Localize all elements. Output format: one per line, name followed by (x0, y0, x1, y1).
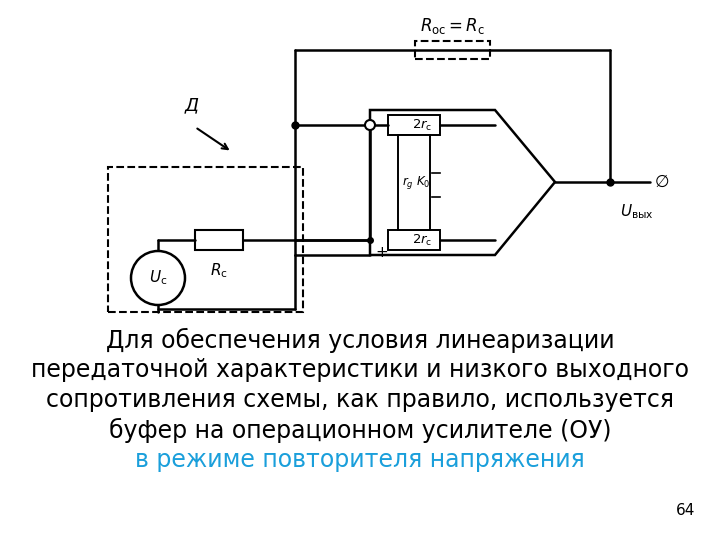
Text: +: + (375, 245, 388, 260)
Text: передаточной характеристики и низкого выходного: передаточной характеристики и низкого вы… (31, 358, 689, 382)
Text: $R_{\mathrm{oc}}=R_{\mathrm{c}}$: $R_{\mathrm{oc}}=R_{\mathrm{c}}$ (420, 16, 485, 36)
Bar (388, 230, 440, 250)
Text: Для обеспечения условия линеаризации: Для обеспечения условия линеаризации (106, 328, 614, 353)
Text: $r_g\ K_0$: $r_g\ K_0$ (402, 174, 431, 191)
Text: Д: Д (185, 96, 199, 114)
Text: 64: 64 (675, 503, 695, 518)
Text: $U_{\mathrm{c}}$: $U_{\mathrm{c}}$ (149, 268, 167, 287)
Text: сопротивления схемы, как правило, используется: сопротивления схемы, как правило, исполь… (46, 388, 674, 412)
Text: $U_{\mathrm{вых}}$: $U_{\mathrm{вых}}$ (620, 202, 654, 221)
Bar (388, 115, 440, 135)
Bar (398, 135, 430, 230)
Circle shape (131, 251, 185, 305)
Bar (195, 230, 243, 250)
Text: буфер на операционном усилителе (ОУ): буфер на операционном усилителе (ОУ) (109, 418, 611, 443)
Text: $R_{\mathrm{c}}$: $R_{\mathrm{c}}$ (210, 261, 228, 280)
Bar (415, 41, 490, 59)
Text: в режиме повторителя напряжения: в режиме повторителя напряжения (135, 448, 585, 472)
Circle shape (365, 120, 375, 130)
Bar (108, 167, 303, 312)
Text: $2r_{\mathrm{c}}$: $2r_{\mathrm{c}}$ (412, 232, 432, 247)
Text: $\emptyset$: $\emptyset$ (654, 173, 670, 191)
Text: $2r_{\mathrm{c}}$: $2r_{\mathrm{c}}$ (412, 117, 432, 132)
